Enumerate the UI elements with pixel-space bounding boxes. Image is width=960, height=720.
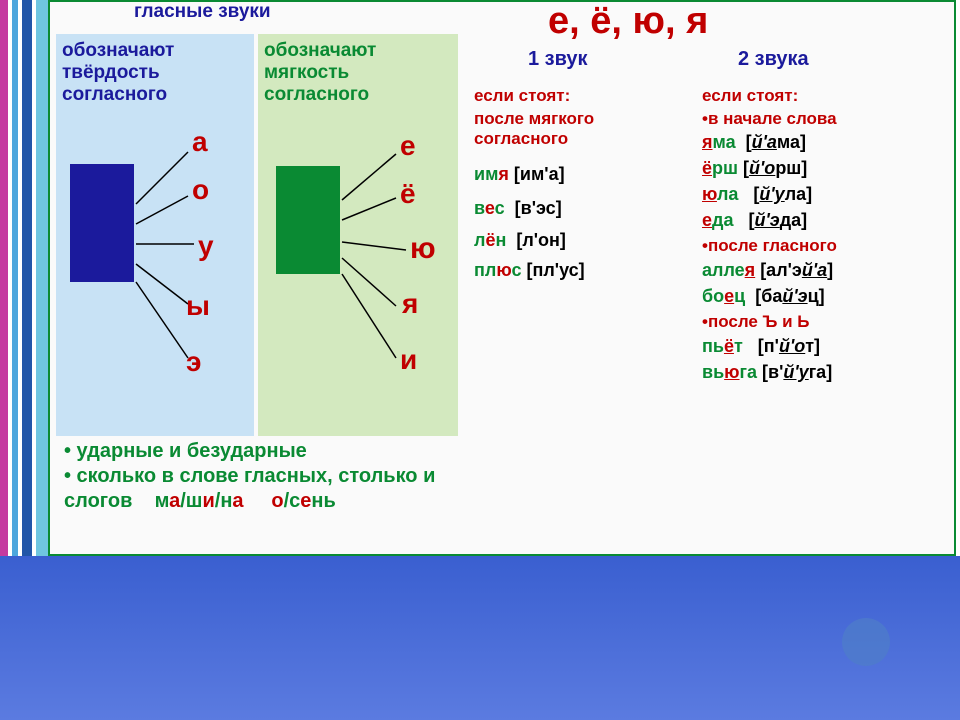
bullet-1: • ударные и безударные — [64, 440, 484, 463]
w-vyuga: вьюга [в'й'уга] — [702, 362, 832, 383]
vowel-i: и — [400, 344, 417, 376]
w-yula: юла [й'ула] — [702, 184, 812, 205]
left-stripe — [0, 0, 48, 556]
bullets: • ударные и безударные • сколько в слове… — [64, 440, 484, 515]
vowel-e: э — [186, 346, 201, 378]
rule-after-vowel: •после гласного — [702, 236, 837, 256]
vowel-u: у — [198, 230, 214, 262]
vowel-a: а — [192, 126, 208, 158]
bullet-2: • сколько в слове гласных, столько и — [64, 465, 484, 488]
main-panel: гласные звуки е, ё, ю, я обозначают твёр… — [48, 0, 956, 556]
header-glasnye: гласные звуки — [134, 1, 271, 23]
rule-start: •в начале слова — [702, 109, 837, 129]
hard-rect — [70, 164, 134, 282]
w-yama: яма [й'ама] — [702, 132, 806, 153]
cond1-b: после мягкого согласного — [474, 109, 654, 149]
hard-fan — [126, 134, 216, 394]
w-plus: плюс [пл'ус] — [474, 260, 585, 281]
vowel-yo: ё — [400, 178, 416, 210]
w-boyets: боец [бай'эц] — [702, 286, 825, 307]
w-alleya: аллея [ал'эй'а] — [702, 260, 833, 281]
rule-after-sign: •после Ъ и Ь — [702, 312, 810, 332]
soft-column: обозначают мягкость согласного е ё ю я и — [258, 34, 458, 436]
soft-rect — [276, 166, 340, 274]
w-ves: вес [в'эс] — [474, 198, 562, 219]
hdr-1sound: 1 звук — [528, 48, 588, 71]
cond2-a: если стоят: — [702, 86, 798, 106]
vowel-ye: е — [400, 130, 416, 162]
w-lyon: лён [л'он] — [474, 230, 566, 251]
w-yeda: еда [й'эда] — [702, 210, 807, 231]
soft-header: обозначают мягкость согласного — [264, 40, 450, 106]
hard-column: обозначают твёрдость согласного а о у ы … — [56, 34, 254, 436]
vowel-o: о — [192, 174, 209, 206]
cond1-a: если стоят: — [474, 86, 570, 106]
decor-circle — [842, 618, 890, 666]
vowel-ya: я — [402, 288, 418, 320]
w-imya: имя [им'а] — [474, 164, 565, 185]
vowel-y: ы — [186, 290, 210, 322]
w-yorsh: ёрш [й'орш] — [702, 158, 807, 179]
bottom-gradient — [0, 556, 960, 720]
hdr-2sound: 2 звука — [738, 48, 809, 71]
hard-header: обозначают твёрдость согласного — [62, 40, 248, 106]
vowel-yu: ю — [410, 232, 436, 266]
w-pyot: пьёт [п'й'от] — [702, 336, 820, 357]
title-letters: е, ё, ю, я — [548, 0, 708, 43]
bullet-3: слогов ма/ши/на о/сень — [64, 490, 484, 513]
